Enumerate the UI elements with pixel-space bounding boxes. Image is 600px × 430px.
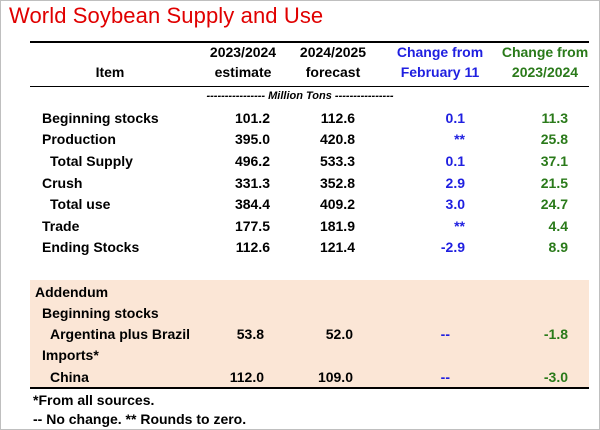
row-value-2024: 420.8 bbox=[319, 131, 355, 147]
row-value-2023: 395.0 bbox=[234, 131, 270, 147]
row-label: Crush bbox=[42, 175, 83, 191]
row-value-2024: 52.0 bbox=[325, 326, 353, 342]
page-title: World Soybean Supply and Use bbox=[9, 3, 324, 28]
footnote-sources: *From all sources. bbox=[33, 392, 155, 408]
row-change-prev: 37.1 bbox=[540, 153, 568, 169]
row-label: Argentina plus Brazil bbox=[50, 326, 191, 342]
row-label: Trade bbox=[42, 218, 80, 234]
table-top-rule bbox=[30, 41, 589, 43]
row-label: Production bbox=[42, 131, 116, 147]
units-label: ---------------- Million Tons ----------… bbox=[206, 90, 394, 102]
row-change-prev: 4.4 bbox=[548, 218, 568, 234]
header-rule bbox=[30, 86, 589, 87]
header-col2-line2: forecast bbox=[305, 64, 361, 80]
row-value-2024: 109.0 bbox=[317, 369, 353, 385]
row-value-2024: 352.8 bbox=[319, 175, 355, 191]
row-change-prev: 24.7 bbox=[540, 196, 568, 212]
row-change-prev: 8.9 bbox=[548, 239, 568, 255]
row-change-feb: 0.1 bbox=[445, 153, 465, 169]
row-value-2023: 53.8 bbox=[236, 326, 264, 342]
row-change-feb: 0.1 bbox=[445, 110, 465, 126]
row-change-prev: 21.5 bbox=[540, 175, 568, 191]
header-col4-line1: Change from bbox=[501, 44, 589, 60]
row-change-feb: 3.0 bbox=[445, 196, 465, 212]
row-change-prev: 11.3 bbox=[541, 110, 568, 126]
table-bottom-rule bbox=[30, 387, 589, 389]
row-value-2023: 112.6 bbox=[235, 239, 270, 255]
row-change-feb: -- bbox=[440, 369, 450, 385]
row-change-prev: -1.8 bbox=[543, 326, 568, 342]
header-col2-line1: 2024/2025 bbox=[299, 44, 367, 60]
row-change-feb: 2.9 bbox=[445, 175, 465, 191]
row-value-2023: 331.3 bbox=[234, 175, 270, 191]
row-label: Beginning stocks bbox=[42, 110, 159, 126]
row-value-2023: 112.0 bbox=[229, 369, 264, 385]
row-label: Ending Stocks bbox=[42, 239, 140, 255]
row-value-2024: 409.2 bbox=[319, 196, 355, 212]
row-value-2023: 496.2 bbox=[234, 153, 270, 169]
row-label: Total Supply bbox=[50, 153, 133, 169]
row-label: China bbox=[50, 369, 89, 385]
addendum-heading: Addendum bbox=[35, 284, 109, 300]
addendum-group-label: Imports* bbox=[42, 347, 99, 363]
row-label: Total use bbox=[50, 196, 111, 212]
row-value-2024: 121.4 bbox=[319, 239, 355, 255]
header-col1-line1: 2023/2024 bbox=[209, 44, 277, 60]
header-col4-line2: 2023/2024 bbox=[511, 64, 579, 80]
row-value-2024: 181.9 bbox=[319, 218, 355, 234]
row-change-prev: -3.0 bbox=[543, 369, 568, 385]
addendum-section bbox=[30, 280, 589, 388]
header-item: Item bbox=[95, 64, 125, 80]
row-change-prev: 25.8 bbox=[540, 131, 568, 147]
row-value-2023: 101.2 bbox=[234, 110, 270, 126]
row-change-feb: -2.9 bbox=[440, 239, 465, 255]
addendum-group-label: Beginning stocks bbox=[42, 305, 159, 321]
header-col3-line1: Change from bbox=[396, 44, 484, 60]
row-value-2024: 533.3 bbox=[319, 153, 355, 169]
row-value-2024: 112.6 bbox=[320, 110, 355, 126]
row-value-2023: 177.5 bbox=[234, 218, 270, 234]
header-col1-line2: estimate bbox=[214, 64, 272, 80]
row-change-feb: ** bbox=[454, 131, 465, 147]
row-change-feb: -- bbox=[440, 326, 450, 342]
header-col3-line2: February 11 bbox=[400, 64, 480, 80]
footnote-legend: -- No change. ** Rounds to zero. bbox=[33, 411, 247, 427]
row-value-2023: 384.4 bbox=[234, 196, 270, 212]
row-change-feb: ** bbox=[454, 218, 465, 234]
